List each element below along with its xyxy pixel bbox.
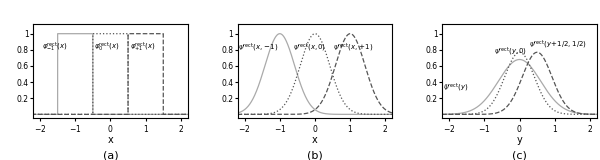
X-axis label: x: x bbox=[107, 135, 113, 145]
X-axis label: x: x bbox=[312, 135, 318, 145]
Text: (b): (b) bbox=[307, 150, 323, 160]
Text: $\varphi_{0}^{\mathrm{rect}}(x)$: $\varphi_{0}^{\mathrm{rect}}(x)$ bbox=[94, 41, 119, 54]
Text: $\varphi_{-1}^{\mathrm{rect}}(x)$: $\varphi_{-1}^{\mathrm{rect}}(x)$ bbox=[42, 41, 68, 54]
Text: $\psi^{\mathrm{rect}}(y\!+\!1/2,1/2)$: $\psi^{\mathrm{rect}}(y\!+\!1/2,1/2)$ bbox=[529, 38, 587, 51]
Text: (c): (c) bbox=[512, 150, 527, 160]
Text: $\psi^{\mathrm{rect}}(y,\!0)$: $\psi^{\mathrm{rect}}(y,\!0)$ bbox=[494, 46, 527, 58]
Text: (a): (a) bbox=[103, 150, 118, 160]
Text: $\varphi_{+1}^{\mathrm{rect}}(x)$: $\varphi_{+1}^{\mathrm{rect}}(x)$ bbox=[130, 41, 155, 54]
X-axis label: y: y bbox=[517, 135, 523, 145]
Text: $\bar{\psi}^{\mathrm{rect}}(y)$: $\bar{\psi}^{\mathrm{rect}}(y)$ bbox=[443, 82, 469, 94]
Text: $\psi^{\mathrm{rect}}(x,\!0)$: $\psi^{\mathrm{rect}}(x,\!0)$ bbox=[293, 41, 326, 54]
Text: $\psi^{\mathrm{rect}}(x,\!-\!1)$: $\psi^{\mathrm{rect}}(x,\!-\!1)$ bbox=[238, 41, 278, 54]
Text: $\psi^{\mathrm{rect}}(x,\!+\!1)$: $\psi^{\mathrm{rect}}(x,\!+\!1)$ bbox=[334, 41, 374, 54]
